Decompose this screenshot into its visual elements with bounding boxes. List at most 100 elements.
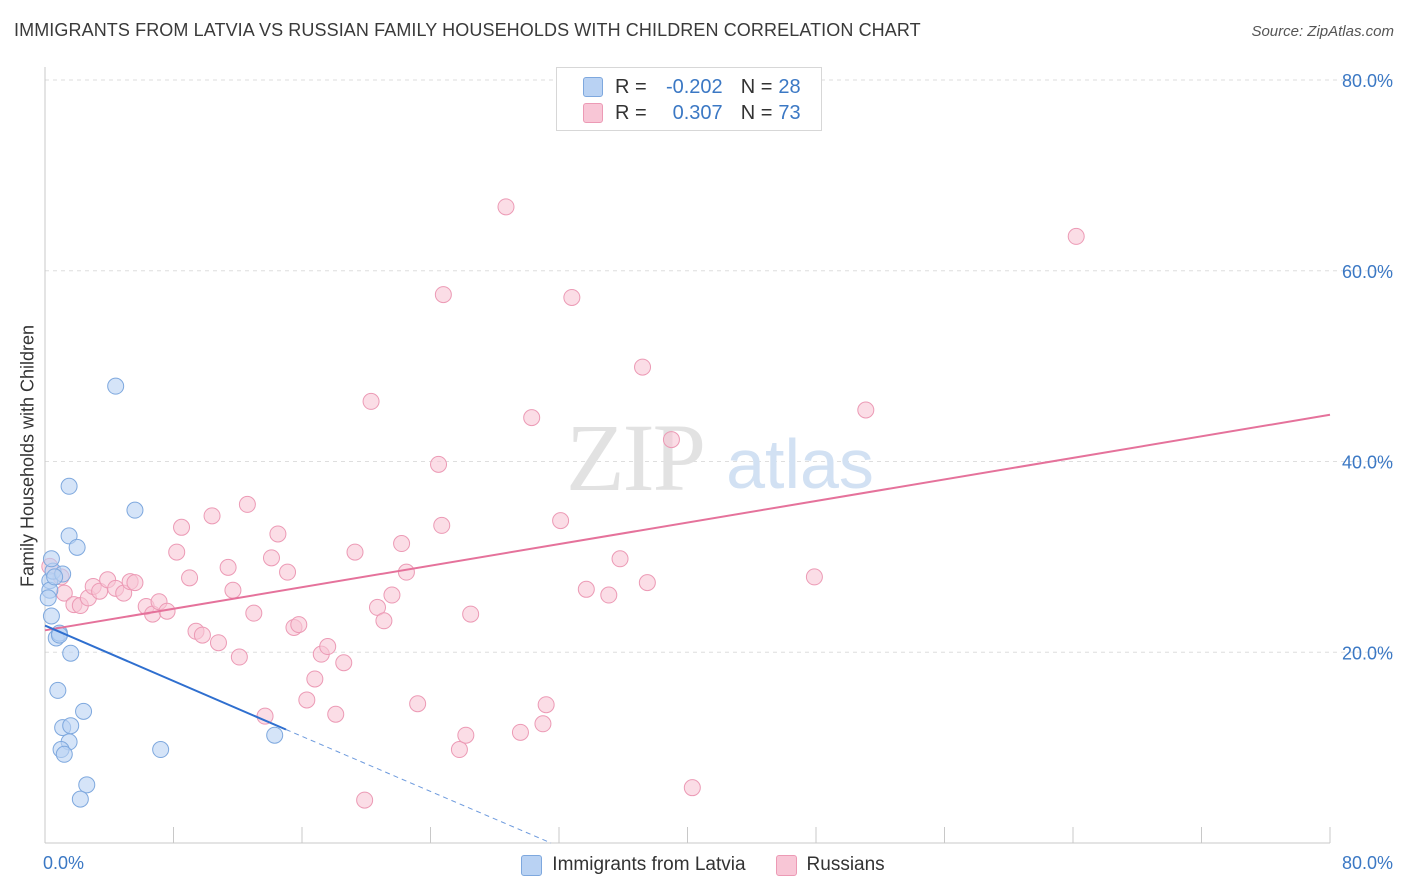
y-tick-label: 60.0% <box>1342 262 1393 282</box>
point-russians <box>409 695 427 713</box>
chart-title: IMMIGRANTS FROM LATVIA VS RUSSIAN FAMILY… <box>14 20 921 40</box>
x-tick-label: 0.0% <box>43 853 84 873</box>
watermark: ZIP atlas <box>566 404 874 511</box>
point-latvia <box>55 745 73 763</box>
point-latvia <box>60 477 78 495</box>
point-russians <box>262 549 280 567</box>
point-russians <box>356 791 374 809</box>
point-latvia <box>62 644 80 662</box>
point-latvia <box>49 681 67 699</box>
point-russians <box>433 516 451 534</box>
series-russians <box>41 198 1085 809</box>
stats-legend: R = -0.202 N = 28 R = 0.307 N = 73 <box>556 67 822 131</box>
point-russians <box>600 586 618 604</box>
point-russians <box>230 648 248 666</box>
stats-row-russians: R = 0.307 N = 73 <box>583 100 801 126</box>
point-russians <box>362 392 380 410</box>
point-russians <box>434 286 452 304</box>
point-russians <box>279 563 297 581</box>
point-russians <box>462 605 480 623</box>
legend-swatch-latvia <box>521 854 543 876</box>
n-value-latvia: 28 <box>778 75 801 98</box>
point-russians <box>457 726 475 744</box>
chart-source: Source: ZipAtlas.com <box>1251 23 1394 40</box>
tick-labels: 20.0% 40.0% 60.0% 80.0% 0.0% 80.0% <box>43 71 1393 873</box>
point-russians <box>857 401 875 419</box>
legend-label-russians: Russians <box>806 854 885 875</box>
point-latvia <box>152 741 170 759</box>
point-latvia <box>39 589 57 607</box>
point-russians <box>306 670 324 688</box>
point-russians <box>224 581 242 599</box>
point-russians <box>375 612 393 630</box>
legend-swatch-russians <box>775 854 797 876</box>
point-latvia <box>62 717 80 735</box>
point-russians <box>298 691 316 709</box>
watermark-zip: ZIP <box>566 404 704 511</box>
point-russians <box>383 586 401 604</box>
point-latvia <box>71 790 89 808</box>
point-russians <box>552 512 570 530</box>
point-russians <box>662 431 680 449</box>
y-tick-label: 80.0% <box>1342 71 1393 91</box>
trend-line-russians <box>44 413 1331 632</box>
point-russians <box>805 568 823 586</box>
point-russians <box>450 741 468 759</box>
watermark-atlas: atlas <box>726 425 874 503</box>
point-latvia <box>75 702 93 720</box>
point-latvia <box>78 776 96 794</box>
grid-lines <box>45 79 1393 653</box>
point-russians <box>256 707 274 725</box>
point-russians <box>335 654 353 672</box>
point-russians <box>203 507 221 525</box>
point-russians <box>238 495 256 513</box>
trend-lines <box>44 413 1331 844</box>
point-russians <box>327 705 345 723</box>
point-russians <box>219 558 237 576</box>
point-latvia <box>46 568 64 586</box>
point-russians <box>168 543 186 561</box>
r-value-russians: 0.307 <box>672 101 723 124</box>
point-russians <box>193 626 211 644</box>
trend-line-latvia <box>44 624 287 731</box>
x-tick-label: 80.0% <box>1342 853 1393 873</box>
point-russians <box>523 409 541 427</box>
point-russians <box>181 569 199 587</box>
point-russians <box>511 723 529 741</box>
point-russians <box>346 543 364 561</box>
legend-label-latvia: Immigrants from Latvia <box>552 854 746 875</box>
point-russians <box>577 580 595 598</box>
point-russians <box>393 535 411 553</box>
point-latvia <box>266 726 284 744</box>
point-russians <box>1067 227 1085 245</box>
point-russians <box>634 358 652 376</box>
point-russians <box>397 563 415 581</box>
point-latvia <box>42 607 60 625</box>
point-latvia <box>126 501 144 519</box>
point-russians <box>497 198 515 216</box>
point-russians <box>319 638 337 656</box>
n-value-russians: 73 <box>778 101 801 124</box>
r-label: R = <box>615 101 647 124</box>
n-label: N = <box>740 101 773 124</box>
point-russians <box>290 616 308 634</box>
russians-swatch <box>583 103 603 123</box>
point-russians <box>534 715 552 733</box>
point-russians <box>537 696 555 714</box>
point-latvia <box>107 377 125 395</box>
legend-item-latvia: Immigrants from Latvia <box>521 854 746 876</box>
point-russians <box>563 288 581 306</box>
point-russians <box>638 574 656 592</box>
trend-line-latvia-extension <box>285 729 552 844</box>
series-latvia <box>39 377 284 808</box>
series-legend: Immigrants from Latvia Russians <box>0 852 1406 878</box>
point-latvia <box>42 550 60 568</box>
stats-row-latvia: R = -0.202 N = 28 <box>583 74 801 100</box>
point-russians <box>269 525 287 543</box>
point-russians <box>173 518 191 536</box>
legend-item-russians: Russians <box>775 854 885 876</box>
latvia-swatch <box>583 77 603 97</box>
point-russians <box>209 634 227 652</box>
y-tick-label: 40.0% <box>1342 453 1393 473</box>
point-russians <box>683 779 701 797</box>
